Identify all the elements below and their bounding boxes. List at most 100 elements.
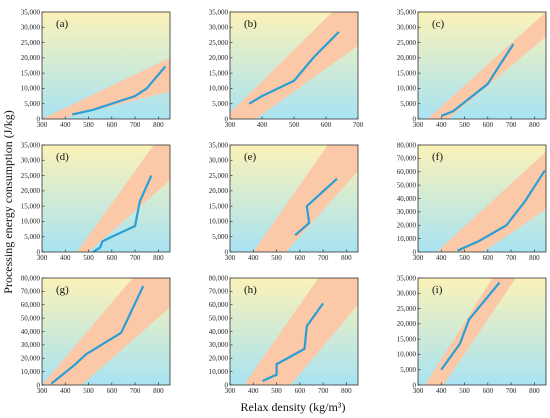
x-tick-label: 400 [60,121,71,129]
x-tick-label: 400 [60,254,71,262]
y-tick-label: 25,000 [21,172,41,180]
x-tick-label: 300 [225,121,236,129]
y-tick-label: 20,000 [397,222,417,230]
y-tick-label: 5,000 [400,366,416,374]
y-tick-label: 25,000 [209,39,229,47]
y-tick-label: 30,000 [397,208,417,216]
x-tick-label: 700 [506,254,517,262]
plot-frame [417,11,547,120]
y-tick-label: 35,000 [21,141,41,149]
y-tick-label: 35,000 [209,8,229,16]
confidence-band [76,145,170,252]
panel-c: 0 5,000 10,000 15,000 20,000 25,000 30,000 35,0… [397,8,547,129]
x-tick-label: 300 [413,254,424,262]
x-tick-label: 300 [37,254,48,262]
x-tick-label: 500 [83,387,94,395]
x-tick-label: 400 [257,121,268,129]
confidence-band [243,278,358,385]
plot-frame [229,144,359,253]
panel-g: 0 10,000 20,000 30,000 40,000 50,000 60,000 70,… [21,274,171,395]
y-tick-label: 0 [225,248,229,256]
y-tick-label: 20,000 [21,187,41,195]
x-tick-label: 500 [459,121,470,129]
x-tick-label: 700 [506,121,517,129]
panel-label: (g) [56,284,69,296]
y-tick-label: 10,000 [209,368,229,376]
x-tick-label: 500 [271,254,282,262]
x-tick-label: 600 [295,254,306,262]
y-tick-label: 10,000 [397,85,417,93]
y-tick-label: 30,000 [21,341,41,349]
y-tick-label: 50,000 [397,181,417,189]
panel-label: (a) [56,18,69,30]
x-tick-label: 600 [107,387,118,395]
y-tick-label: 30,000 [209,341,229,349]
y-tick-label: 10,000 [209,85,229,93]
y-tick-label: 20,000 [209,187,229,195]
confidence-band [427,12,546,119]
y-tick-label: 25,000 [397,305,417,313]
panel-label: (d) [56,151,69,163]
confidence-band [424,278,546,385]
y-tick-label: 30,000 [397,24,417,32]
y-tick-label: 10,000 [397,351,417,359]
x-tick-label: 800 [153,387,164,395]
y-tick-label: 5,000 [24,100,40,108]
panel-label: (b) [244,18,257,30]
y-tick-label: 80,000 [397,141,417,149]
x-tick-label: 400 [248,387,259,395]
x-tick-label: 800 [153,121,164,129]
y-tick-label: 20,000 [209,54,229,62]
y-tick-label: 40,000 [209,328,229,336]
x-tick-label: 300 [37,121,48,129]
panel-d: 0 5,000 10,000 15,000 20,000 25,000 30,000 35,0… [21,141,171,262]
x-tick-label: 600 [321,121,332,129]
y-tick-label: 10,000 [21,85,41,93]
y-tick-label: 60,000 [209,301,229,309]
y-tick-label: 0 [413,248,417,256]
x-tick-label: 700 [130,387,141,395]
y-tick-label: 50,000 [209,314,229,322]
y-tick-label: 70,000 [21,288,41,296]
x-tick-label: 800 [529,121,540,129]
x-tick-label: 700 [130,254,141,262]
x-tick-label: 600 [107,121,118,129]
y-tick-label: 70,000 [397,155,417,163]
panel-label: (f) [432,151,443,163]
y-tick-label: 25,000 [397,39,417,47]
y-tick-label: 35,000 [21,8,41,16]
y-tick-label: 30,000 [209,24,229,32]
y-tick-label: 20,000 [21,355,41,363]
plot-background [418,12,546,119]
y-tick-label: 70,000 [209,288,229,296]
x-tick-label: 500 [271,387,282,395]
panels-group: 0 5,000 10,000 15,000 20,000 25,000 30,000 35,0… [21,8,547,395]
y-tick-label: 35,000 [397,274,417,282]
x-tick-label: 500 [289,121,300,129]
y-tick-label: 0 [37,115,41,123]
y-tick-label: 0 [37,248,41,256]
y-tick-label: 0 [37,381,41,389]
y-tick-label: 15,000 [397,69,417,77]
x-tick-label: 800 [341,254,352,262]
y-tick-label: 10,000 [209,218,229,226]
y-tick-label: 20,000 [397,54,417,62]
y-tick-label: 30,000 [21,24,41,32]
x-tick-label: 400 [248,254,259,262]
data-line [72,65,167,116]
confidence-band [42,278,170,385]
y-axis-title: Processing energy consumption (J/kg) [1,110,15,293]
y-tick-label: 0 [225,381,229,389]
x-tick-label: 800 [341,387,352,395]
y-tick-label: 5,000 [212,233,228,241]
x-tick-label: 600 [107,254,118,262]
x-tick-label: 700 [130,121,141,129]
plot-frame [417,277,547,386]
x-tick-label: 300 [225,254,236,262]
x-tick-label: 600 [483,387,494,395]
y-tick-label: 5,000 [400,100,416,108]
y-tick-label: 15,000 [21,69,41,77]
y-tick-label: 20,000 [209,355,229,363]
y-tick-label: 25,000 [21,39,41,47]
data-line [294,177,338,237]
